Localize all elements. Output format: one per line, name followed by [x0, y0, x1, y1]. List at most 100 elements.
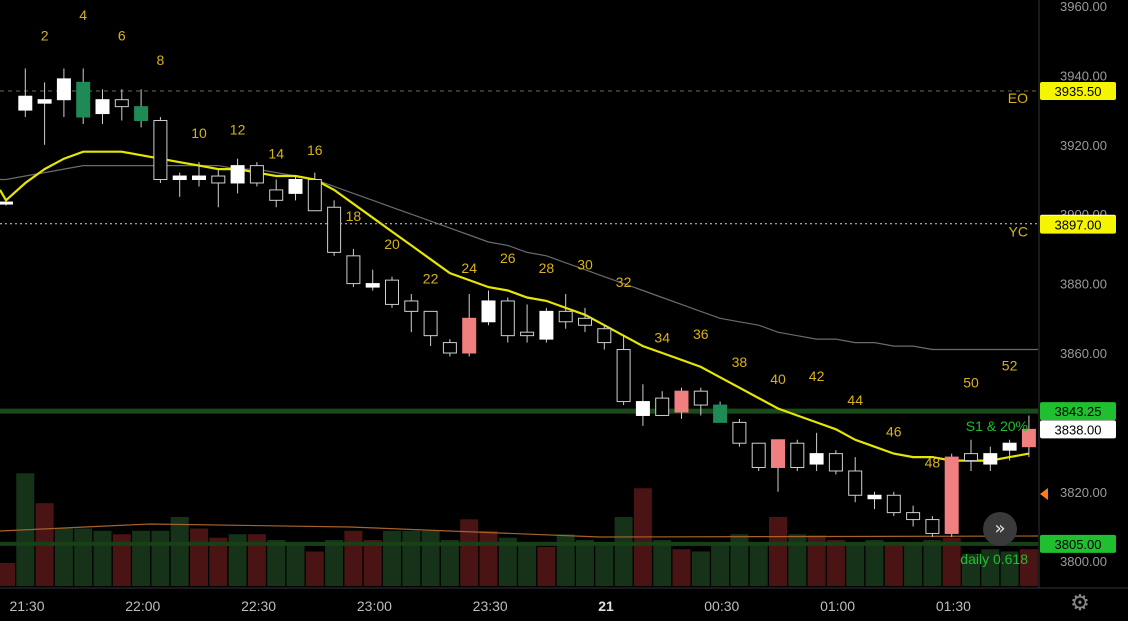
candle-body [751, 442, 766, 469]
candle [655, 391, 670, 416]
candle-body [635, 401, 650, 416]
volume-bar [112, 534, 131, 586]
bar-number-label: 40 [770, 371, 786, 387]
level-annotation: YC [1009, 224, 1028, 240]
candle-body [442, 342, 457, 354]
bar-number-label: 46 [886, 423, 902, 439]
time-tick-label: 01:30 [936, 598, 971, 614]
candle-body [95, 99, 110, 115]
time-tick-label: 23:00 [357, 598, 392, 614]
candle-body [288, 179, 303, 194]
volume-bar [942, 537, 961, 586]
candle-body [307, 179, 322, 212]
volume-bar [479, 530, 498, 586]
volume-bar [691, 551, 710, 586]
volume-bar [614, 517, 633, 586]
bar-number-label: 10 [191, 125, 207, 141]
price-tag-label: 3843.25 [1055, 404, 1102, 419]
candle [828, 450, 843, 475]
candle [732, 418, 747, 447]
volume-bar [1000, 551, 1019, 586]
volume-bar [383, 530, 401, 586]
volume-bar [846, 542, 865, 586]
volume-bar [421, 530, 440, 586]
candle [906, 505, 921, 527]
bar-number-label: 26 [500, 250, 516, 266]
candle [520, 304, 535, 343]
volume-bar [0, 563, 15, 586]
volume-bar [826, 540, 845, 586]
price-tick-label: 3960.00 [1060, 0, 1107, 14]
volume-bar [228, 534, 247, 586]
candle-body [944, 456, 959, 534]
candle [539, 307, 554, 343]
volume-bar [749, 545, 768, 586]
candle-body [809, 453, 824, 465]
candle-body [249, 165, 264, 184]
volume-bar [769, 517, 787, 586]
candle-body [385, 279, 399, 305]
volume-bar [498, 537, 517, 586]
candle-body [848, 470, 863, 496]
bar-number-label: 4 [79, 7, 87, 23]
candle-body [539, 310, 554, 340]
candle-body [790, 442, 805, 469]
candle [230, 158, 245, 194]
candle [442, 339, 457, 357]
candle-body [925, 519, 940, 534]
time-tick-label: 22:30 [241, 598, 276, 614]
volume-bar [904, 542, 923, 586]
volume-bar [440, 540, 459, 586]
candle [578, 307, 592, 333]
candle-body [114, 99, 129, 108]
volume-bar [730, 534, 749, 586]
volume-bar [537, 546, 556, 586]
candle-body [693, 390, 708, 406]
price-tick-label: 3800.00 [1060, 554, 1107, 569]
time-tick-label: 00:30 [704, 598, 739, 614]
volume-bar [518, 542, 537, 586]
candle-body [76, 81, 91, 118]
bar-number-label: 12 [230, 121, 246, 137]
level-annotation: daily 0.618 [960, 551, 1028, 567]
price-tick-label: 3820.00 [1060, 485, 1107, 500]
volume-bar [247, 534, 266, 586]
bar-number-label: 20 [384, 236, 400, 252]
volume-bar [595, 545, 614, 586]
candle-body [828, 453, 843, 472]
candle-body [616, 349, 631, 403]
bar-number-label: 38 [732, 354, 748, 370]
candle [751, 442, 766, 471]
volume-bar [132, 530, 151, 586]
volume-bar [74, 528, 93, 586]
candle [500, 297, 515, 343]
candle-body [172, 175, 187, 180]
candle [95, 89, 110, 124]
candle-body [423, 310, 438, 337]
price-tag-label: 3897.00 [1055, 218, 1102, 233]
candle-body [500, 300, 515, 337]
price-tag-label: 3838.00 [1055, 422, 1102, 437]
scroll-to-latest-button[interactable]: » [983, 512, 1017, 546]
price-tick-label: 3880.00 [1060, 277, 1107, 292]
bar-number-label: 14 [268, 146, 284, 162]
candle [192, 162, 206, 187]
candle-body [365, 283, 380, 288]
candle [153, 117, 168, 183]
gear-icon[interactable]: ⚙ [1070, 591, 1090, 616]
candle-body [732, 421, 747, 444]
bar-number-label: 50 [963, 375, 979, 391]
candle [249, 162, 264, 187]
price-tag-s1: 3843.25 [1040, 402, 1116, 421]
candle [269, 179, 284, 208]
candle-body [964, 453, 978, 462]
volume-bar [962, 553, 980, 586]
volume-bar [672, 549, 691, 586]
candle-body [153, 120, 168, 181]
bar-number-label: 24 [461, 260, 477, 276]
candle [288, 176, 303, 201]
candle [134, 89, 149, 128]
volume-bar [170, 517, 189, 586]
